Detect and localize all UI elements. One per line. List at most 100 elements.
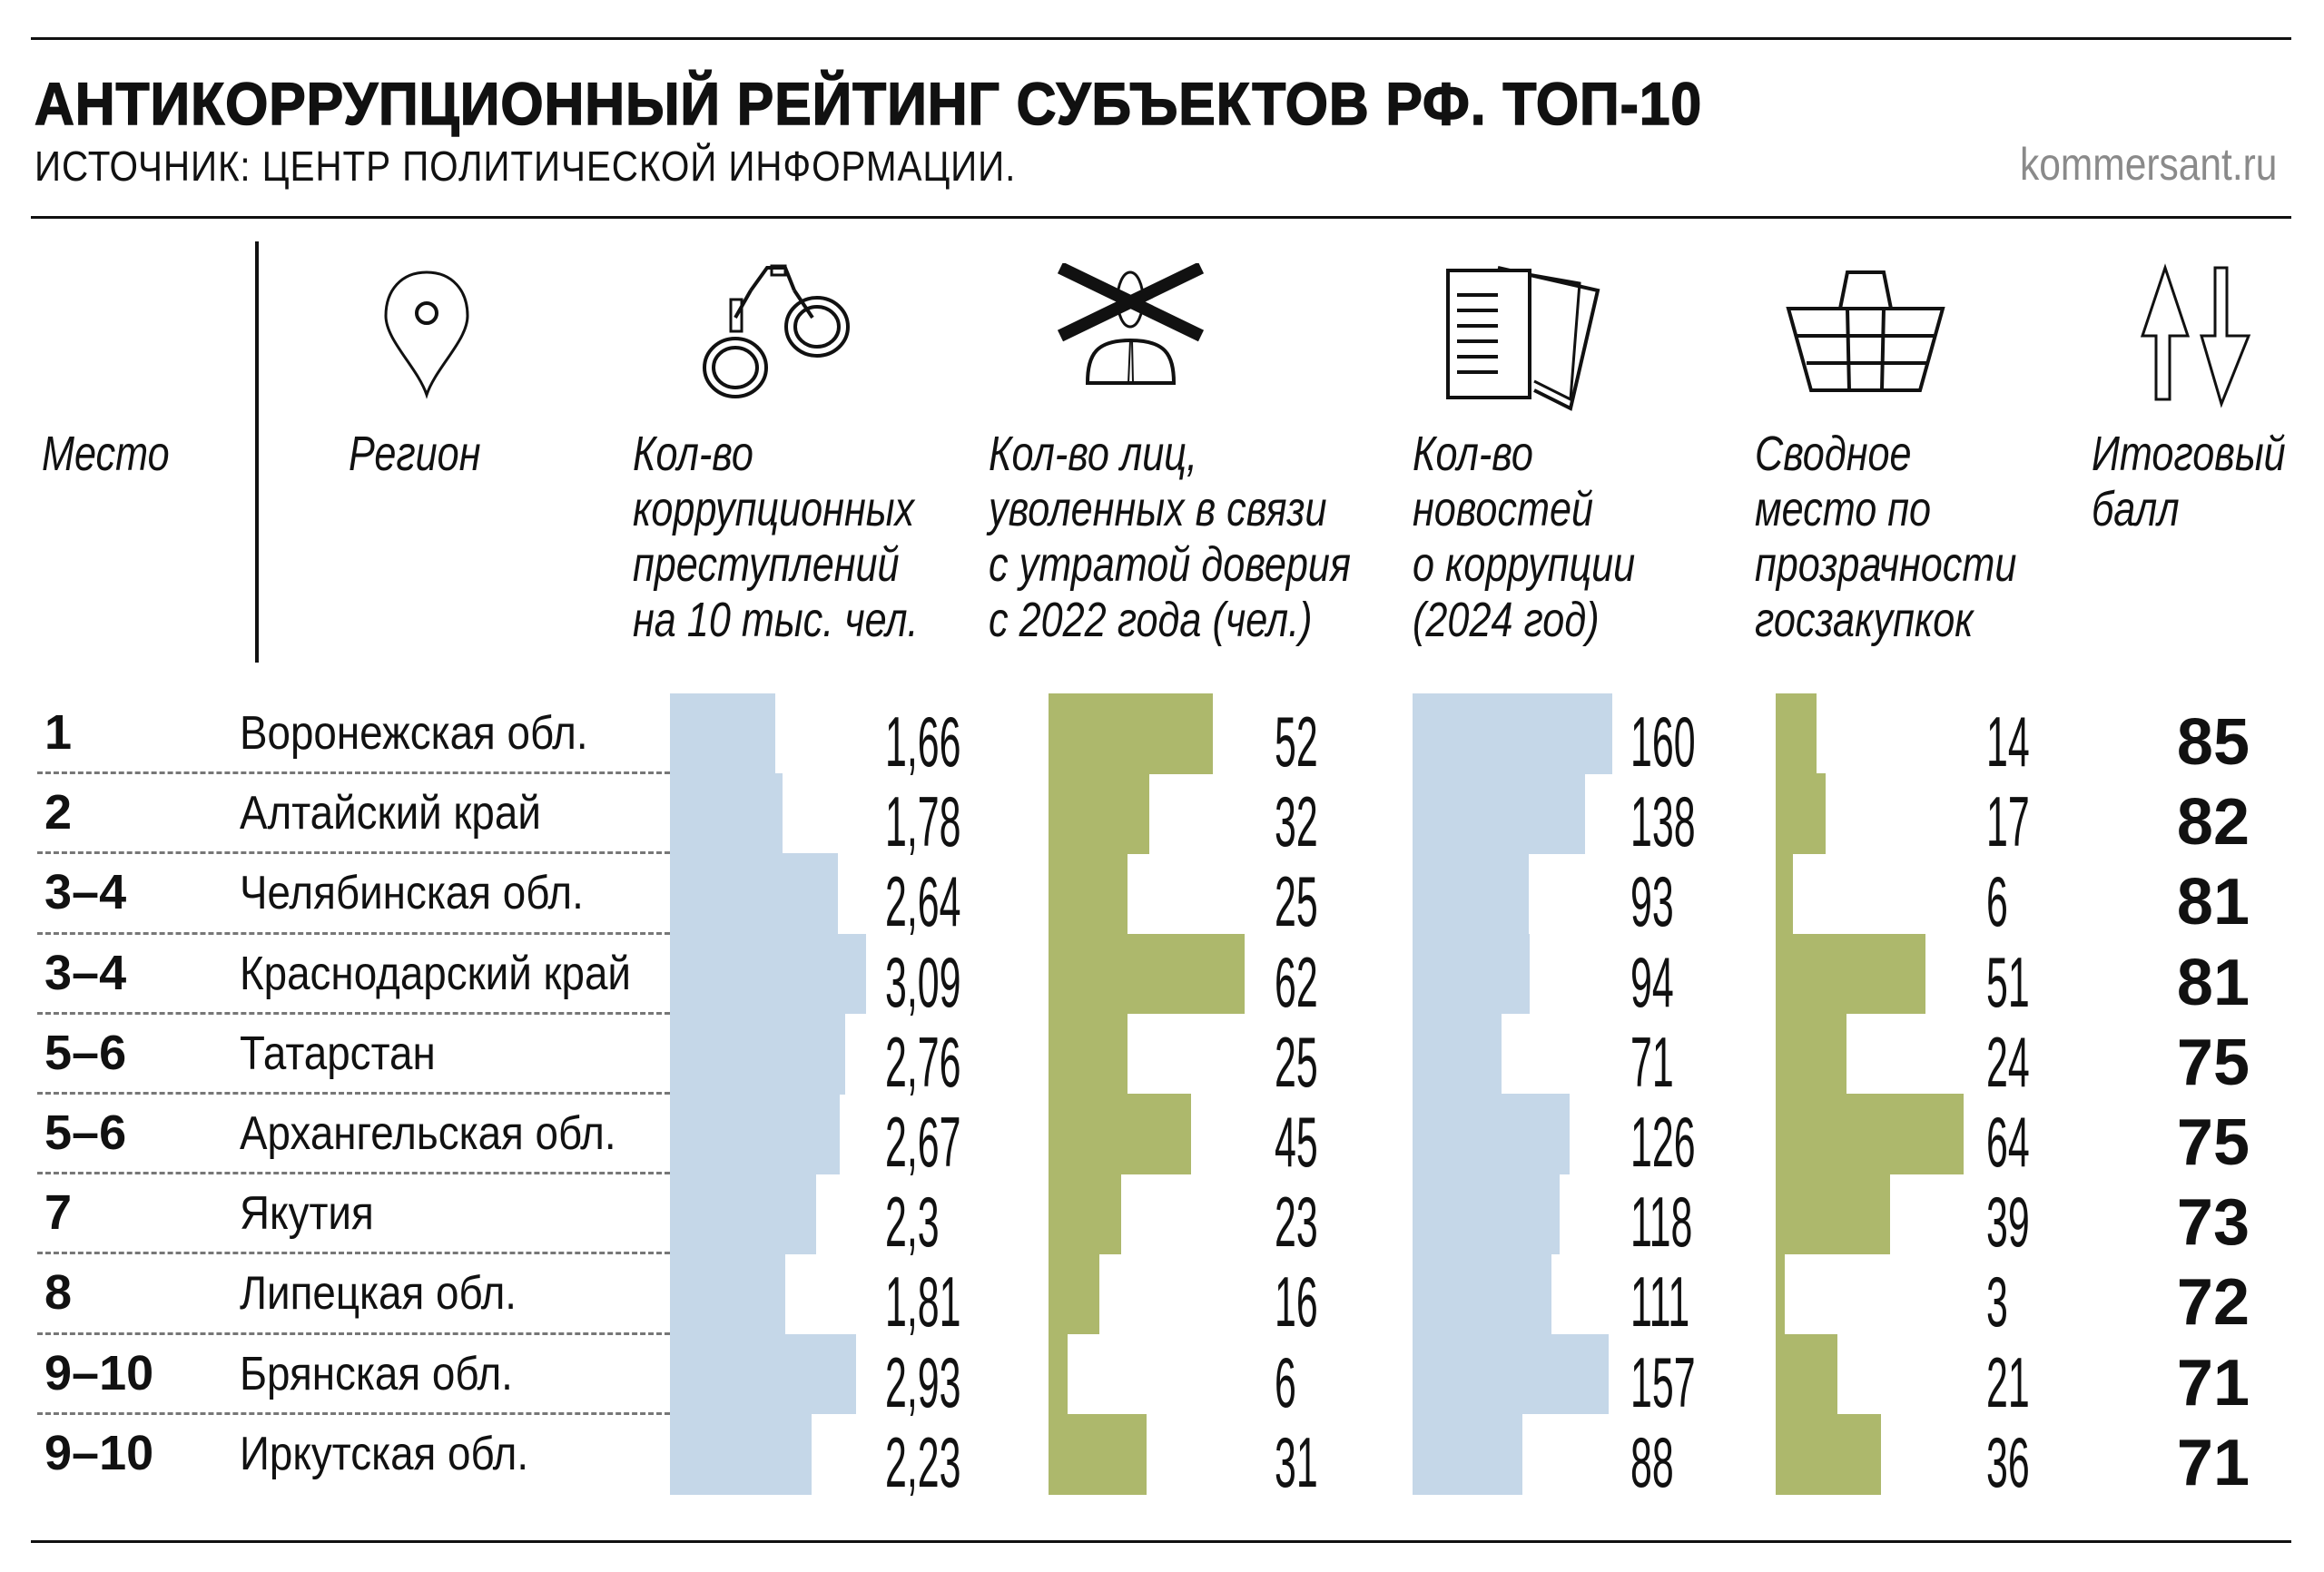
column-header-line: Кол-во bbox=[633, 427, 753, 481]
rank-cell: 2 bbox=[44, 785, 73, 840]
column-header-line: новостей bbox=[1413, 482, 1594, 536]
rank-cell: 1 bbox=[44, 705, 73, 760]
value-procurement: 24 bbox=[1986, 1021, 2030, 1102]
bar-procurement bbox=[1776, 1013, 1846, 1095]
column-header-line: на 10 тыс. чел. bbox=[633, 593, 919, 647]
value-news: 118 bbox=[1630, 1182, 1693, 1263]
value-crimes: 2,3 bbox=[885, 1182, 940, 1263]
bar-dismissed bbox=[1049, 693, 1214, 774]
value-dismissed: 25 bbox=[1275, 1021, 1318, 1102]
value-procurement: 3 bbox=[1986, 1262, 2008, 1342]
top-rule bbox=[31, 37, 2291, 40]
score-cell: 81 bbox=[2176, 866, 2250, 939]
bar-news bbox=[1413, 1333, 1609, 1415]
bar-crimes bbox=[670, 773, 783, 854]
bar-dismissed bbox=[1049, 853, 1128, 935]
bar-news bbox=[1413, 853, 1529, 935]
value-procurement: 39 bbox=[1986, 1182, 2030, 1263]
bar-news bbox=[1413, 1253, 1551, 1335]
value-procurement: 64 bbox=[1986, 1102, 2030, 1182]
column-header-line: преступлений bbox=[633, 537, 900, 592]
rank-cell: 7 bbox=[44, 1185, 73, 1241]
region-cell: Челябинская обл. bbox=[240, 867, 584, 920]
bar-procurement bbox=[1776, 853, 1794, 935]
value-crimes: 2,76 bbox=[885, 1021, 961, 1102]
value-procurement: 36 bbox=[1986, 1421, 2030, 1502]
value-dismissed: 25 bbox=[1275, 861, 1318, 942]
column-header-line: госзакупкок bbox=[1755, 593, 1974, 647]
value-news: 138 bbox=[1630, 781, 1696, 862]
bar-dismissed bbox=[1049, 1094, 1191, 1174]
value-procurement: 6 bbox=[1986, 861, 2008, 942]
value-news: 93 bbox=[1630, 861, 1674, 942]
rank-cell: 3–4 bbox=[44, 865, 127, 920]
value-news: 71 bbox=[1630, 1021, 1674, 1102]
value-news: 111 bbox=[1630, 1262, 1690, 1342]
region-cell: Липецкая обл. bbox=[240, 1267, 517, 1321]
score-cell: 82 bbox=[2176, 786, 2250, 860]
value-news: 126 bbox=[1630, 1102, 1696, 1182]
bar-procurement bbox=[1776, 1333, 1837, 1415]
value-news: 94 bbox=[1630, 941, 1674, 1022]
rank-cell: 8 bbox=[44, 1265, 73, 1321]
bar-news bbox=[1413, 933, 1531, 1015]
value-dismissed: 31 bbox=[1275, 1421, 1318, 1502]
score-cell: 81 bbox=[2176, 946, 2250, 1019]
value-procurement: 17 bbox=[1986, 781, 2030, 862]
header-rule bbox=[31, 216, 2291, 219]
bar-procurement bbox=[1776, 1253, 1785, 1335]
row-divider bbox=[37, 1411, 670, 1415]
bar-procurement bbox=[1776, 1413, 1882, 1495]
score-cell: 72 bbox=[2176, 1266, 2250, 1340]
column-header-rank: Место bbox=[42, 427, 170, 482]
value-dismissed: 62 bbox=[1275, 941, 1318, 1022]
column-header-line: Кол-во лиц, bbox=[989, 427, 1198, 481]
bar-dismissed bbox=[1049, 1413, 1147, 1495]
bar-crimes bbox=[670, 1094, 840, 1174]
bar-procurement bbox=[1776, 693, 1817, 774]
bar-procurement bbox=[1776, 1174, 1891, 1254]
bar-crimes bbox=[670, 1333, 856, 1415]
bar-crimes bbox=[670, 1413, 812, 1495]
bar-news bbox=[1413, 1174, 1561, 1254]
bar-news bbox=[1413, 1013, 1502, 1095]
value-dismissed: 6 bbox=[1275, 1341, 1296, 1422]
row-divider bbox=[37, 1172, 670, 1175]
bar-procurement bbox=[1776, 773, 1826, 854]
region-cell: Татарстан bbox=[240, 1027, 436, 1080]
score-cell: 73 bbox=[2176, 1186, 2250, 1260]
bar-procurement bbox=[1776, 1094, 1964, 1174]
value-dismissed: 16 bbox=[1275, 1262, 1318, 1342]
score-cell: 75 bbox=[2176, 1026, 2250, 1099]
region-cell: Архангельская обл. bbox=[240, 1107, 616, 1160]
column-header-line: балл bbox=[2092, 482, 2180, 536]
value-dismissed: 32 bbox=[1275, 781, 1318, 862]
value-crimes: 2,67 bbox=[885, 1102, 961, 1182]
column-header-line: о коррупции bbox=[1413, 537, 1636, 592]
rank-cell: 3–4 bbox=[44, 945, 127, 1000]
value-crimes: 3,09 bbox=[885, 941, 961, 1022]
bar-dismissed bbox=[1049, 933, 1245, 1015]
row-divider bbox=[37, 931, 670, 935]
value-news: 157 bbox=[1630, 1341, 1696, 1422]
value-dismissed: 45 bbox=[1275, 1102, 1318, 1182]
basket-icon bbox=[1786, 270, 1945, 392]
column-header-procurement: Сводное место по прозрачности госзакупкок bbox=[1755, 427, 2016, 648]
region-cell: Воронежская обл. bbox=[240, 707, 588, 760]
column-header-line: с утратой доверия bbox=[989, 537, 1351, 592]
value-crimes: 2,93 bbox=[885, 1341, 961, 1422]
column-header-line: Сводное bbox=[1755, 427, 1912, 481]
bar-dismissed bbox=[1049, 1253, 1099, 1335]
region-cell: Алтайский край bbox=[240, 787, 541, 840]
value-procurement: 51 bbox=[1986, 941, 2030, 1022]
value-news: 88 bbox=[1630, 1421, 1674, 1502]
score-cell: 71 bbox=[2176, 1346, 2250, 1420]
bar-news bbox=[1413, 1413, 1522, 1495]
brand-link[interactable]: kommersant.ru bbox=[2019, 139, 2277, 190]
bar-news bbox=[1413, 773, 1585, 854]
region-cell: Якутия bbox=[240, 1187, 374, 1241]
column-header-news: Кол-во новостей о коррупции (2024 год) bbox=[1413, 427, 1635, 648]
value-news: 160 bbox=[1630, 702, 1696, 781]
score-cell: 71 bbox=[2176, 1426, 2250, 1499]
bar-news bbox=[1413, 1094, 1571, 1174]
